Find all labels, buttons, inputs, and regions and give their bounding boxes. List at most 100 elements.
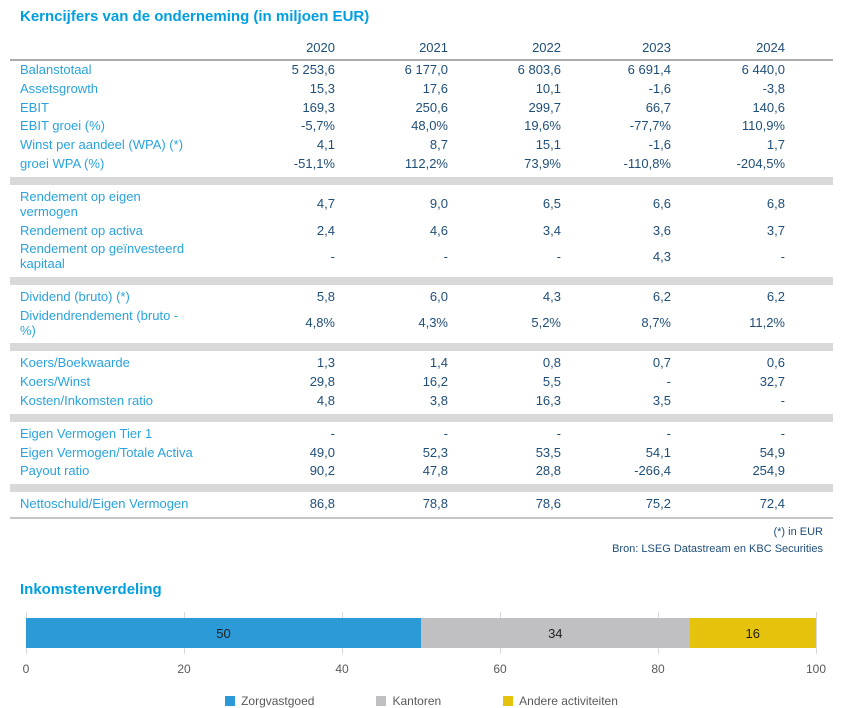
stacked-bar: 50 34 16 bbox=[26, 618, 816, 649]
table-body: Balanstotaal 5 253,6 6 177,0 6 803,6 6 691,4… bbox=[10, 61, 833, 514]
cell-value: 78,8 bbox=[422, 496, 448, 512]
row-label: Winst per aandeel (WPA) (*) bbox=[20, 137, 184, 153]
cell-value: 6,8 bbox=[766, 196, 785, 212]
cell-value: -204,5% bbox=[736, 156, 785, 172]
cell-value: 1,7 bbox=[766, 137, 785, 153]
cell-value: 1,3 bbox=[316, 355, 335, 371]
cell-value: - bbox=[556, 248, 561, 264]
cell-value: 5,2% bbox=[531, 315, 561, 331]
cell-value: 66,7 bbox=[645, 99, 671, 115]
cell-value: 73,9% bbox=[524, 156, 561, 172]
table-row: EBIT groei (%) -5,7% 48,0% 19,6% -77,7% 110,9… bbox=[10, 117, 833, 136]
cell-value: -77,7% bbox=[629, 118, 671, 134]
bar-segment: 16 bbox=[689, 618, 816, 649]
cell-value: 4,8% bbox=[305, 315, 335, 331]
table-row: Koers/Winst 29,8 16,2 5,5 - 32,7 bbox=[10, 373, 833, 392]
x-axis-tick-label: 0 bbox=[22, 662, 30, 677]
row-label: Rendement op eigen vermogen bbox=[20, 188, 141, 219]
section-separator bbox=[10, 276, 833, 285]
cell-value: - bbox=[666, 425, 671, 441]
row-label: Rendement op geïnvesteerd kapitaal bbox=[20, 241, 185, 272]
row-label: Balanstotaal bbox=[20, 62, 92, 77]
table-row: Eigen Vermogen/Totale Activa 49,0 52,3 53,5… bbox=[10, 444, 833, 463]
row-label: groei WPA (%) bbox=[20, 156, 105, 172]
cell-value: 4,7 bbox=[316, 196, 335, 212]
bar-segment: 34 bbox=[421, 618, 690, 649]
legend-label: Zorgvastgoed bbox=[241, 694, 315, 708]
cell-value: 10,1 bbox=[535, 80, 561, 96]
cell-value: - bbox=[780, 393, 785, 408]
cell-value: 53,5 bbox=[535, 444, 561, 460]
cell-value: - bbox=[330, 425, 335, 441]
cell-value: 16,3 bbox=[535, 393, 561, 408]
cell-value: - bbox=[780, 248, 785, 264]
section-separator bbox=[10, 343, 833, 352]
year-header: 2024 bbox=[756, 40, 785, 55]
table-row: Nettoschuld/Eigen Vermogen 86,8 78,8 78,6 75… bbox=[10, 495, 833, 514]
cell-value: 16,2 bbox=[422, 374, 448, 390]
cell-value: 250,6 bbox=[415, 99, 448, 115]
cell-value: 5,8 bbox=[316, 288, 335, 304]
table-footnotes: (*) in EUR Bron: LSEG Datastream en KBC … bbox=[10, 524, 833, 557]
table-row: Winst per aandeel (WPA) (*) 4,1 8,7 15,1 -1,… bbox=[10, 136, 833, 155]
table-row: groei WPA (%) -51,1% 112,2% 73,9% -110,8% -20… bbox=[10, 155, 833, 174]
cell-value: 299,7 bbox=[528, 99, 561, 115]
cell-value: -110,8% bbox=[623, 156, 671, 172]
row-label: Payout ratio bbox=[20, 463, 90, 479]
row-label: EBIT bbox=[20, 99, 49, 115]
table-title: Kerncijfers van de onderneming (in miljo… bbox=[20, 8, 370, 25]
cell-value: 8,7% bbox=[641, 315, 671, 331]
year-header: 2023 bbox=[642, 40, 671, 55]
table-row: Koers/Boekwaarde 1,3 1,4 0,8 0,7 0,6 bbox=[10, 354, 833, 373]
cell-value: 19,6% bbox=[524, 118, 561, 134]
cell-value: 6 440,0 bbox=[741, 62, 785, 77]
cell-value: -5,7% bbox=[301, 118, 335, 134]
cell-value: 140,6 bbox=[752, 99, 785, 115]
cell-value: 75,2 bbox=[645, 496, 671, 512]
chart-gridline bbox=[816, 612, 817, 655]
section-separator bbox=[10, 413, 833, 422]
cell-value: - bbox=[330, 248, 335, 264]
x-axis-tick-label: 60 bbox=[493, 662, 507, 677]
table-row: Assetsgrowth 15,3 17,6 10,1 -1,6 -3,8 bbox=[10, 80, 833, 99]
row-label: Koers/Winst bbox=[20, 374, 91, 390]
table-row: Balanstotaal 5 253,6 6 177,0 6 803,6 6 691,4… bbox=[10, 61, 833, 80]
cell-value: 17,6 bbox=[422, 80, 448, 96]
table-row: Rendement op eigen vermogen 4,7 9,0 6,5 6,6 6… bbox=[10, 188, 833, 222]
footnote-unit: (*) in EUR bbox=[773, 526, 823, 539]
table-bottom-divider bbox=[10, 517, 833, 520]
cell-value: 9,0 bbox=[429, 196, 448, 212]
row-label: Rendement op activa bbox=[20, 222, 143, 238]
cell-value: 72,4 bbox=[759, 496, 785, 512]
legend-label: Andere activiteiten bbox=[519, 694, 618, 708]
table-row: Payout ratio 90,2 47,8 28,8 -266,4 254,9 bbox=[10, 462, 833, 481]
cell-value: 169,3 bbox=[302, 99, 335, 115]
cell-value: 112,2% bbox=[404, 156, 448, 172]
cell-value: 6 691,4 bbox=[627, 62, 671, 77]
bar-segment: 50 bbox=[26, 618, 421, 649]
cell-value: 2,4 bbox=[316, 222, 335, 238]
table-row: Dividendrendement (bruto - %) 4,8% 4,3% 5,2… bbox=[10, 307, 833, 341]
row-label: Eigen Vermogen/Totale Activa bbox=[20, 444, 193, 460]
cell-value: - bbox=[443, 425, 448, 441]
cell-value: - bbox=[666, 374, 671, 390]
cell-value: -3,8 bbox=[762, 80, 785, 96]
cell-value: 3,5 bbox=[652, 393, 671, 408]
year-header: 2021 bbox=[419, 40, 448, 55]
cell-value: 86,8 bbox=[309, 496, 335, 512]
row-label: Nettoschuld/Eigen Vermogen bbox=[20, 496, 189, 512]
cell-value: 6,2 bbox=[652, 288, 671, 304]
cell-value: 3,4 bbox=[542, 222, 561, 238]
cell-value: - bbox=[556, 425, 561, 441]
cell-value: 4,3 bbox=[542, 288, 561, 304]
cell-value: 5 253,6 bbox=[291, 62, 335, 77]
cell-value: 54,9 bbox=[759, 444, 785, 460]
cell-value: 4,6 bbox=[429, 222, 448, 238]
table-row: Eigen Vermogen Tier 1 - - - - - bbox=[10, 425, 833, 444]
cell-value: -1,6 bbox=[648, 137, 671, 153]
footnote-source: Bron: LSEG Datastream en KBC Securities bbox=[612, 542, 823, 555]
row-label: Dividend (bruto) (*) bbox=[20, 288, 130, 304]
legend-label: Kantoren bbox=[392, 694, 442, 708]
bar-segment-value: 34 bbox=[548, 625, 563, 641]
